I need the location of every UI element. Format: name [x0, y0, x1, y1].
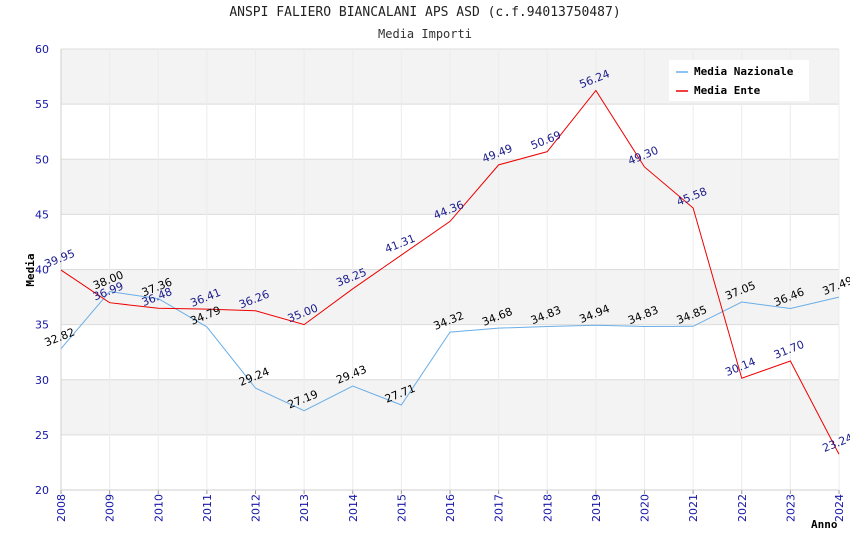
- x-tick-label: 2014: [347, 494, 360, 522]
- x-tick-label: 2022: [736, 494, 749, 522]
- y-tick-label: 30: [35, 374, 49, 387]
- x-tick-label: 2010: [152, 494, 165, 522]
- x-tick-label: 2018: [541, 494, 554, 522]
- series-line-media-nazionale: [60, 291, 840, 412]
- grid-lines: [60, 48, 840, 491]
- x-tick-label: 2008: [55, 494, 68, 522]
- x-tick-label: 2016: [444, 494, 457, 522]
- x-tick-label: 2023: [784, 494, 797, 522]
- legend: Media Nazionale Media Ente: [669, 60, 809, 101]
- legend-label-nazionale: Media Nazionale: [694, 65, 794, 78]
- axes: [60, 49, 840, 494]
- x-tick-labels: 2008 2009 2010 2011 2012 2013 2014 2015 2016 2017…: [55, 494, 846, 522]
- chart-subtitle: Media Importi: [378, 27, 472, 41]
- y-tick-label: 60: [35, 43, 49, 56]
- legend-box: [669, 60, 809, 101]
- y-tick-labels: 20 25 30 35 40 45 50 55 60: [35, 43, 49, 497]
- x-tick-label: 2015: [395, 494, 408, 522]
- y-tick-label: 35: [35, 319, 49, 332]
- x-tick-label: 2017: [493, 494, 506, 522]
- y-tick-label: 50: [35, 153, 49, 166]
- y-tick-label: 45: [35, 208, 49, 221]
- x-tick-label: 2009: [104, 494, 117, 522]
- y-tick-label: 55: [35, 98, 49, 111]
- x-tick-label: 2020: [639, 494, 652, 522]
- x-tick-label: 2011: [201, 494, 214, 522]
- y-tick-label: 25: [35, 429, 49, 442]
- x-axis-label: Anno: [811, 518, 838, 531]
- x-tick-label: 2019: [590, 494, 603, 522]
- y-tick-label: 40: [35, 264, 49, 277]
- x-tick-label: 2012: [250, 494, 263, 522]
- chart-title: ANSPI FALIERO BIANCALANI APS ASD (c.f.94…: [229, 5, 621, 20]
- y-tick-label: 20: [35, 484, 49, 497]
- y-axis-label: Media: [24, 253, 37, 286]
- x-tick-label: 2021: [687, 494, 700, 522]
- x-tick-label: 2013: [298, 494, 311, 522]
- x-tick-label: 2024: [833, 494, 846, 522]
- legend-label-ente: Media Ente: [694, 84, 761, 97]
- series-lines: [60, 89, 840, 455]
- series-line-media-ente: [60, 89, 840, 455]
